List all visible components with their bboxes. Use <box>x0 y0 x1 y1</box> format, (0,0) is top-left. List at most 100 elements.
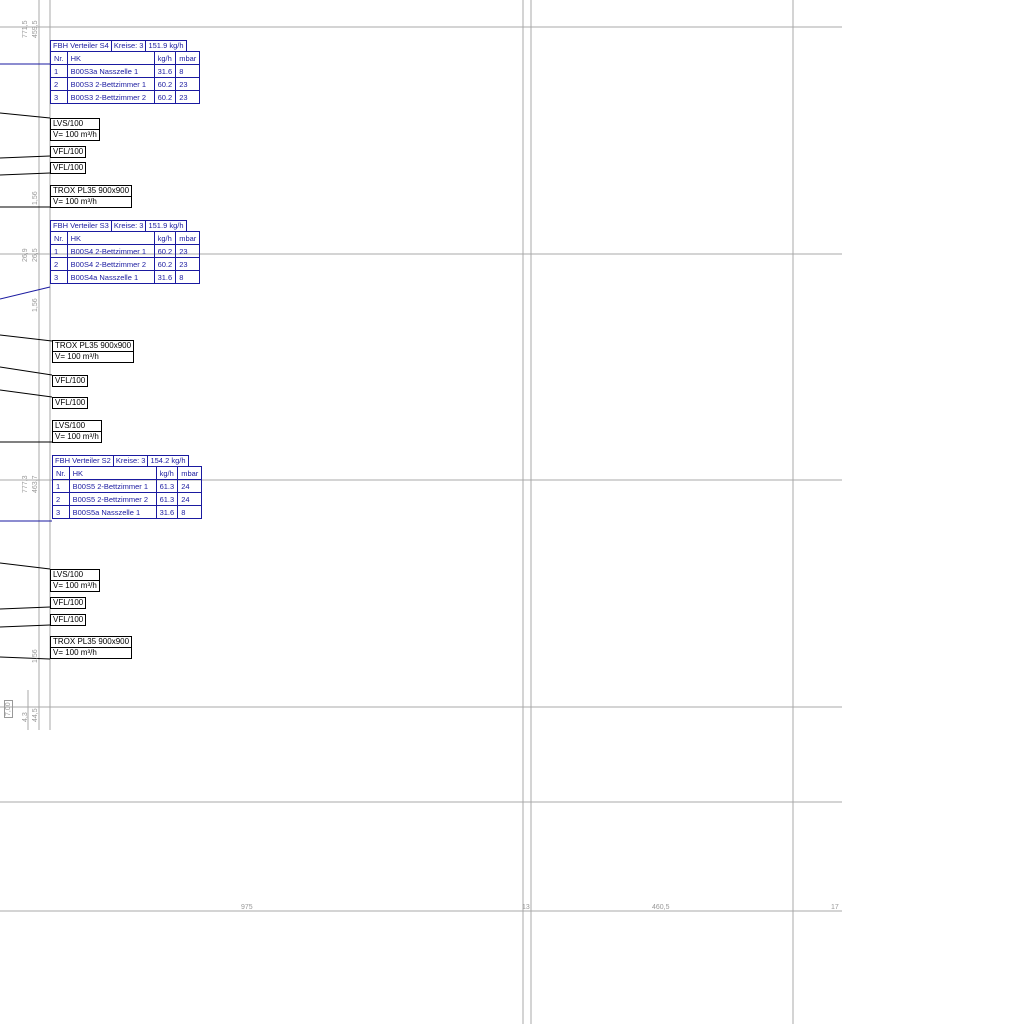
table-cell: B00S3 2-Bettzimmer 2 <box>66 90 155 104</box>
table-row: 2 B00S5 2-Bettzimmer 2 61.3 24 <box>52 492 203 506</box>
table-row: 2 B00S3 2-Bettzimmer 1 60.2 23 <box>50 77 201 91</box>
fbh-verteiler-table-s4: FBH Verteiler S4 Kreise: 3 151.9 kg/h Nr. HK… <box>50 40 201 104</box>
table-row: 3 B00S3 2-Bettzimmer 2 60.2 23 <box>50 90 201 104</box>
dimension-text: 460,5 <box>652 904 670 911</box>
fbh-verteiler-table-s2: FBH Verteiler S2 Kreise: 3 154.2 kg/h Nr. HK… <box>52 455 203 519</box>
column-header: HK <box>68 466 157 480</box>
dimension-text: 777,3 <box>22 475 29 493</box>
column-header: HK <box>66 231 155 245</box>
table-cell: 1 <box>50 244 68 258</box>
column-header: kg/h <box>155 466 179 480</box>
dimension-text: 1,56 <box>32 191 39 205</box>
vfl-label: VFL/100 <box>50 614 87 626</box>
table-cell: 3 <box>52 505 70 519</box>
table-header: FBH Verteiler S4 Kreise: 3 151.9 kg/h <box>50 40 187 51</box>
lvs-label: LVS/100 V= 100 m³/h <box>52 420 102 443</box>
table-cell: B00S4a Nasszelle 1 <box>66 270 155 284</box>
table-cell: 23 <box>175 90 201 104</box>
table-cell: 31.6 <box>153 270 177 284</box>
table-kreise: Kreise: 3 <box>110 41 146 51</box>
dimension-text: 463,7 <box>32 475 39 493</box>
dimension-text: 13 <box>522 904 530 911</box>
fbh-verteiler-table-s3: FBH Verteiler S3 Kreise: 3 151.9 kg/h Nr. HK… <box>50 220 201 284</box>
column-header: Nr. <box>50 231 68 245</box>
table-cell: 2 <box>52 492 70 506</box>
table-row: 3 B00S5a Nasszelle 1 31.6 8 <box>52 505 203 519</box>
table-cell: 61.3 <box>155 492 179 506</box>
table-cell: 60.2 <box>153 77 177 91</box>
table-cell: B00S5 2-Bettzimmer 1 <box>68 479 157 493</box>
vfl-label: VFL/100 <box>50 146 87 158</box>
lvs-label: LVS/100 V= 100 m³/h <box>50 569 100 592</box>
table-cell: 8 <box>175 64 201 78</box>
lvs-label: LVS/100 V= 100 m³/h <box>50 118 100 141</box>
table-cell: 3 <box>50 270 68 284</box>
table-cell: 8 <box>177 505 203 519</box>
dimension-text: 26,9 <box>22 248 29 262</box>
table-cell: 24 <box>177 492 203 506</box>
table-kreise: Kreise: 3 <box>112 456 148 466</box>
dimension-text: 17 <box>831 904 839 911</box>
table-cell: B00S3 2-Bettzimmer 1 <box>66 77 155 91</box>
table-row: 3 B00S4a Nasszelle 1 31.6 8 <box>50 270 201 284</box>
table-cell: B00S5a Nasszelle 1 <box>68 505 157 519</box>
table-title: FBH Verteiler S4 <box>53 41 109 50</box>
dimension-text: 771,5 <box>22 20 29 38</box>
dimension-text: 1,56 <box>32 649 39 663</box>
table-header: FBH Verteiler S2 Kreise: 3 154.2 kg/h <box>52 455 189 466</box>
dimension-text: 1,56 <box>32 298 39 312</box>
table-cell: 23 <box>175 257 201 271</box>
column-header: Nr. <box>50 51 68 65</box>
table-title: FBH Verteiler S2 <box>55 456 111 465</box>
table-cell: 23 <box>175 244 201 258</box>
column-header: kg/h <box>153 51 177 65</box>
table-cell: 61.3 <box>155 479 179 493</box>
table-header: FBH Verteiler S3 Kreise: 3 151.9 kg/h <box>50 220 187 231</box>
table-cell: 23 <box>175 77 201 91</box>
table-cell: 31.6 <box>155 505 179 519</box>
table-cell: 60.2 <box>153 244 177 258</box>
table-cell: 8 <box>175 270 201 284</box>
column-header: mbar <box>177 466 203 480</box>
dimension-text: 26,5 <box>32 248 39 262</box>
table-cell: B00S4 2-Bettzimmer 2 <box>66 257 155 271</box>
column-header: Nr. <box>52 466 70 480</box>
table-column-headers: Nr. HK kg/h mbar <box>50 231 201 245</box>
table-flow: 151.9 kg/h <box>145 41 185 51</box>
vfl-label: VFL/100 <box>52 375 89 387</box>
dimension-text: 44,5 <box>32 708 39 722</box>
table-cell: B00S5 2-Bettzimmer 2 <box>68 492 157 506</box>
table-cell: 60.2 <box>153 257 177 271</box>
column-header: HK <box>66 51 155 65</box>
table-cell: 24 <box>177 479 203 493</box>
table-row: 2 B00S4 2-Bettzimmer 2 60.2 23 <box>50 257 201 271</box>
dimension-text: 7,00 <box>4 700 13 718</box>
table-row: 1 B00S3a Nasszelle 1 31.6 8 <box>50 64 201 78</box>
table-cell: 1 <box>50 64 68 78</box>
column-header: kg/h <box>153 231 177 245</box>
table-cell: 2 <box>50 257 68 271</box>
table-cell: 2 <box>50 77 68 91</box>
table-cell: 3 <box>50 90 68 104</box>
table-cell: B00S3a Nasszelle 1 <box>66 64 155 78</box>
table-cell: B00S4 2-Bettzimmer 1 <box>66 244 155 258</box>
column-header: mbar <box>175 231 201 245</box>
trox-label: TROX PL35 900x900 V= 100 m³/h <box>50 185 133 208</box>
dimension-text: 4,3 <box>22 712 29 722</box>
vfl-label: VFL/100 <box>50 597 87 609</box>
dimension-text: 459,5 <box>32 20 39 38</box>
table-row: 1 B00S5 2-Bettzimmer 1 61.3 24 <box>52 479 203 493</box>
vfl-label: VFL/100 <box>52 397 89 409</box>
vfl-label: VFL/100 <box>50 162 87 174</box>
table-cell: 1 <box>52 479 70 493</box>
table-flow: 151.9 kg/h <box>145 221 185 231</box>
table-kreise: Kreise: 3 <box>110 221 146 231</box>
table-row: 1 B00S4 2-Bettzimmer 1 60.2 23 <box>50 244 201 258</box>
table-cell: 60.2 <box>153 90 177 104</box>
table-column-headers: Nr. HK kg/h mbar <box>50 51 201 65</box>
table-cell: 31.6 <box>153 64 177 78</box>
table-title: FBH Verteiler S3 <box>53 221 109 230</box>
table-column-headers: Nr. HK kg/h mbar <box>52 466 203 480</box>
table-flow: 154.2 kg/h <box>147 456 187 466</box>
dimension-text: 975 <box>241 904 253 911</box>
